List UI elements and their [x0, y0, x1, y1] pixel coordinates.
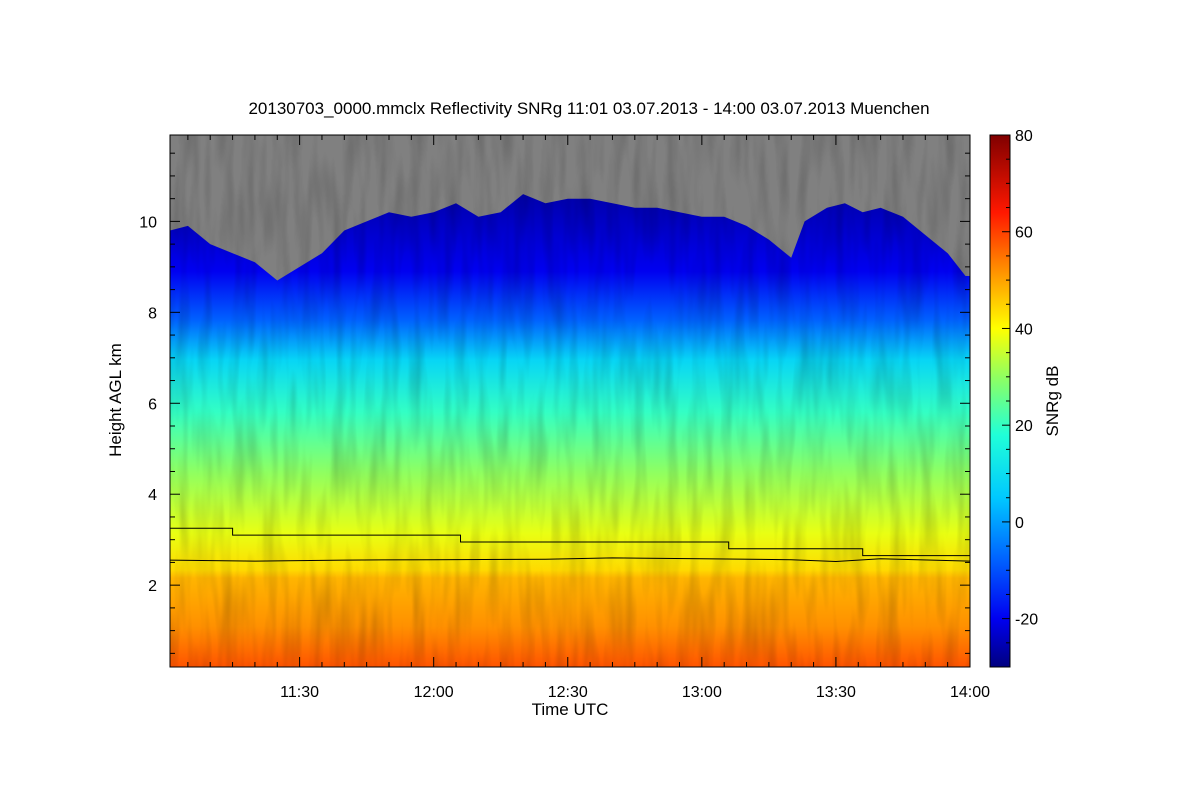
reflectivity-texture: [170, 135, 970, 667]
colorbar-tick-label: 20: [1015, 418, 1033, 435]
x-tick-label: 11:30: [280, 684, 319, 701]
x-axis-label: Time UTC: [532, 700, 609, 719]
y-tick-label: 2: [148, 578, 157, 595]
colorbar-tick-label: 80: [1015, 128, 1033, 145]
chart-title: 20130703_0000.mmclx Reflectivity SNRg 11…: [248, 99, 929, 118]
plot-frame: [169, 134, 971, 668]
y-axis-label: Height AGL km: [106, 343, 125, 457]
x-axis-ticks: 11:30 12:00 12:30 13:00 13:30 14:00: [187, 135, 990, 701]
y-tick-label: 6: [148, 396, 157, 413]
x-tick-label: 14:00: [950, 684, 990, 701]
melting-layer-line: [170, 557, 970, 563]
y-tick-label: 4: [148, 487, 157, 504]
x-tick-label: 12:00: [414, 684, 454, 701]
colorbar-tick-label: 60: [1015, 225, 1033, 242]
x-tick-label: 13:30: [816, 684, 856, 701]
plot-area: [169, 134, 971, 668]
colorbar: -20 0 20 40 60 80 SNRg dB: [989, 128, 1062, 668]
x-tick-label: 12:30: [548, 684, 588, 701]
colorbar-tick-label: -20: [1015, 612, 1038, 629]
x-tick-label: 13:00: [682, 684, 722, 701]
y-tick-label: 8: [148, 305, 157, 322]
colorbar-tick-label: 40: [1015, 321, 1033, 338]
colorbar-label: SNRg dB: [1043, 366, 1062, 437]
colorbar-ticks: -20 0 20 40 60 80: [1002, 128, 1038, 644]
colorbar-tick-label: 0: [1015, 515, 1024, 532]
y-axis-ticks: 2 4 6 8 10: [139, 152, 970, 654]
step-line: [170, 527, 970, 557]
y-tick-label: 10: [139, 214, 157, 231]
